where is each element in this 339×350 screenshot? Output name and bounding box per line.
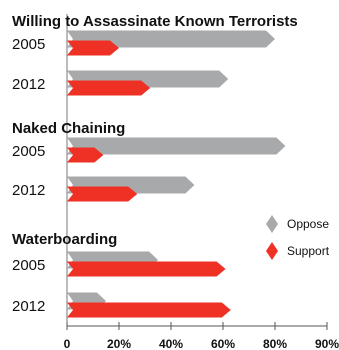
- x-tick-label: 90%: [315, 337, 339, 350]
- x-tick-label: 0: [64, 337, 71, 350]
- support-bar: [67, 80, 151, 96]
- year-label: 2012: [12, 76, 45, 93]
- x-tick-label: 20%: [107, 337, 131, 350]
- oppose-bar: [67, 30, 275, 48]
- support-bar: [67, 40, 119, 56]
- year-label: 2005: [12, 143, 45, 160]
- legend-swatch-oppose: [266, 215, 278, 233]
- group-title: Willing to Assassinate Known Terrorists: [12, 13, 298, 30]
- group-title: Naked Chaining: [12, 120, 125, 137]
- x-tick-label: 60%: [211, 337, 235, 350]
- x-tick-label: 80%: [263, 337, 287, 350]
- oppose-bar: [67, 137, 286, 155]
- support-bar: [67, 186, 138, 202]
- legend-label-support: Support: [287, 244, 330, 258]
- legend-swatch-support: [266, 242, 278, 260]
- x-tick-label: 40%: [159, 337, 183, 350]
- year-label: 2005: [12, 36, 45, 53]
- support-bar: [67, 147, 104, 163]
- year-label: 2012: [12, 182, 45, 199]
- support-bar: [67, 302, 231, 318]
- legend-label-oppose: Oppose: [287, 217, 329, 231]
- support-bar: [67, 261, 226, 277]
- year-label: 2005: [12, 257, 45, 274]
- year-label: 2012: [12, 298, 45, 315]
- group-title: Waterboarding: [12, 231, 117, 248]
